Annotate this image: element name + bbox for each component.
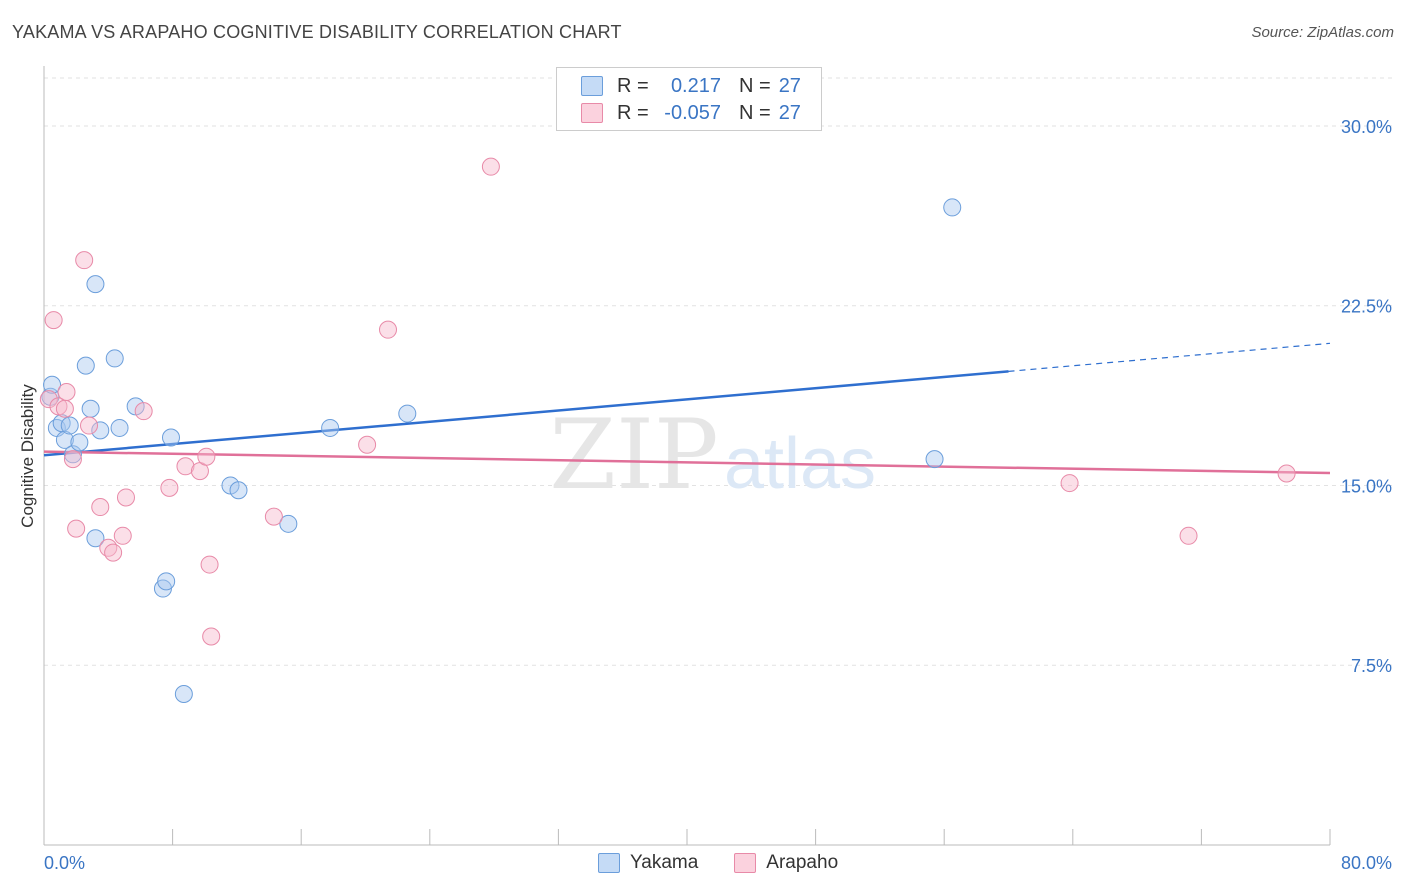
r-value: 0.217 (670, 74, 721, 97)
tick-labels: 7.5% 15.0% 22.5% 30.0% 0.0% 80.0% (44, 117, 1392, 873)
point-yakama (157, 572, 176, 591)
point-yakama (43, 375, 62, 394)
stats-row-arapaho: R = -0.057 N = 27 (581, 101, 801, 125)
arapaho-legend-swatch (734, 853, 757, 873)
point-yakama (174, 684, 193, 703)
point-arapaho (80, 416, 99, 435)
point-arapaho (134, 402, 153, 421)
point-arapaho (358, 435, 377, 454)
point-arapaho (67, 519, 86, 538)
point-arapaho (1179, 526, 1198, 545)
watermark-zip: ZIP (549, 399, 718, 511)
point-arapaho (197, 447, 216, 466)
point-yakama (110, 418, 129, 437)
point-yakama (321, 418, 340, 437)
point-yakama (81, 399, 100, 418)
axes (43, 66, 1331, 846)
legend-item-arapaho[interactable]: Arapaho (734, 852, 838, 874)
point-yakama (55, 430, 74, 449)
point-arapaho (75, 251, 94, 270)
point-arapaho (39, 390, 58, 409)
point-yakama (925, 450, 944, 469)
point-yakama (105, 349, 124, 368)
n-label: N = (739, 101, 771, 124)
point-arapaho (160, 478, 179, 497)
point-yakama (398, 404, 417, 423)
point-yakama (943, 198, 962, 217)
source-label: Source: ZipAtlas.com (1251, 24, 1394, 41)
stats-row-yakama: R = 0.217 N = 27 (581, 74, 801, 98)
point-arapaho (44, 311, 63, 330)
yakama-swatch (581, 76, 603, 96)
x-tick-label-max: 80.0% (1341, 853, 1392, 873)
watermark: ZIP atlas (549, 399, 876, 511)
arapaho-swatch (581, 103, 603, 123)
y-tick-label: 30.0% (1341, 117, 1392, 137)
point-arapaho (55, 399, 74, 418)
point-yakama (91, 421, 110, 440)
data-points (39, 157, 1296, 703)
point-arapaho (99, 538, 118, 557)
x-tick-label-min: 0.0% (44, 853, 85, 873)
trend-lines (43, 342, 1331, 475)
r-label: R = (617, 74, 649, 97)
point-yakama (161, 428, 180, 447)
legend-label-arapaho: Arapaho (766, 852, 839, 873)
point-arapaho (1060, 474, 1079, 493)
trend-line-arapaho (43, 450, 1331, 475)
point-arapaho (481, 157, 500, 176)
point-arapaho (176, 457, 195, 476)
point-arapaho (104, 543, 123, 562)
n-value: 27 (778, 101, 801, 124)
y-tick-label: 7.5% (1351, 656, 1392, 676)
legend-item-yakama[interactable]: Yakama (598, 852, 698, 874)
y-tick-label: 15.0% (1341, 476, 1392, 496)
point-arapaho (202, 627, 221, 646)
r-value: -0.057 (664, 101, 721, 124)
point-yakama (279, 514, 298, 533)
series-legend: Yakama Arapaho (598, 852, 874, 874)
point-arapaho (91, 498, 110, 517)
point-arapaho (113, 526, 132, 545)
point-yakama (76, 356, 95, 375)
point-yakama (229, 481, 248, 500)
trend-line-yakama (43, 370, 1009, 457)
point-yakama (86, 275, 105, 294)
point-arapaho (379, 320, 398, 339)
legend-label-yakama: Yakama (630, 852, 699, 873)
y-tick-label: 22.5% (1341, 297, 1392, 317)
point-yakama (70, 433, 89, 452)
point-yakama (60, 416, 79, 435)
point-arapaho (200, 555, 219, 574)
point-arapaho (116, 488, 135, 507)
point-arapaho (63, 450, 82, 469)
point-yakama (86, 529, 105, 548)
chart-title: YAKAMA VS ARAPAHO COGNITIVE DISABILITY C… (12, 22, 622, 42)
stats-legend: R = 0.217 N = 27 R = -0.057 N = 27 (556, 67, 822, 131)
n-value: 27 (778, 74, 801, 97)
trend-line-yakama-extension (1008, 342, 1331, 372)
n-label: N = (739, 74, 771, 97)
y-axis-label: Cognitive Disability (18, 384, 37, 528)
gridlines (44, 77, 1394, 666)
yakama-legend-swatch (598, 853, 620, 873)
point-arapaho (1277, 464, 1296, 483)
point-arapaho (264, 507, 283, 526)
r-label: R = (617, 101, 649, 124)
point-arapaho (57, 382, 76, 401)
